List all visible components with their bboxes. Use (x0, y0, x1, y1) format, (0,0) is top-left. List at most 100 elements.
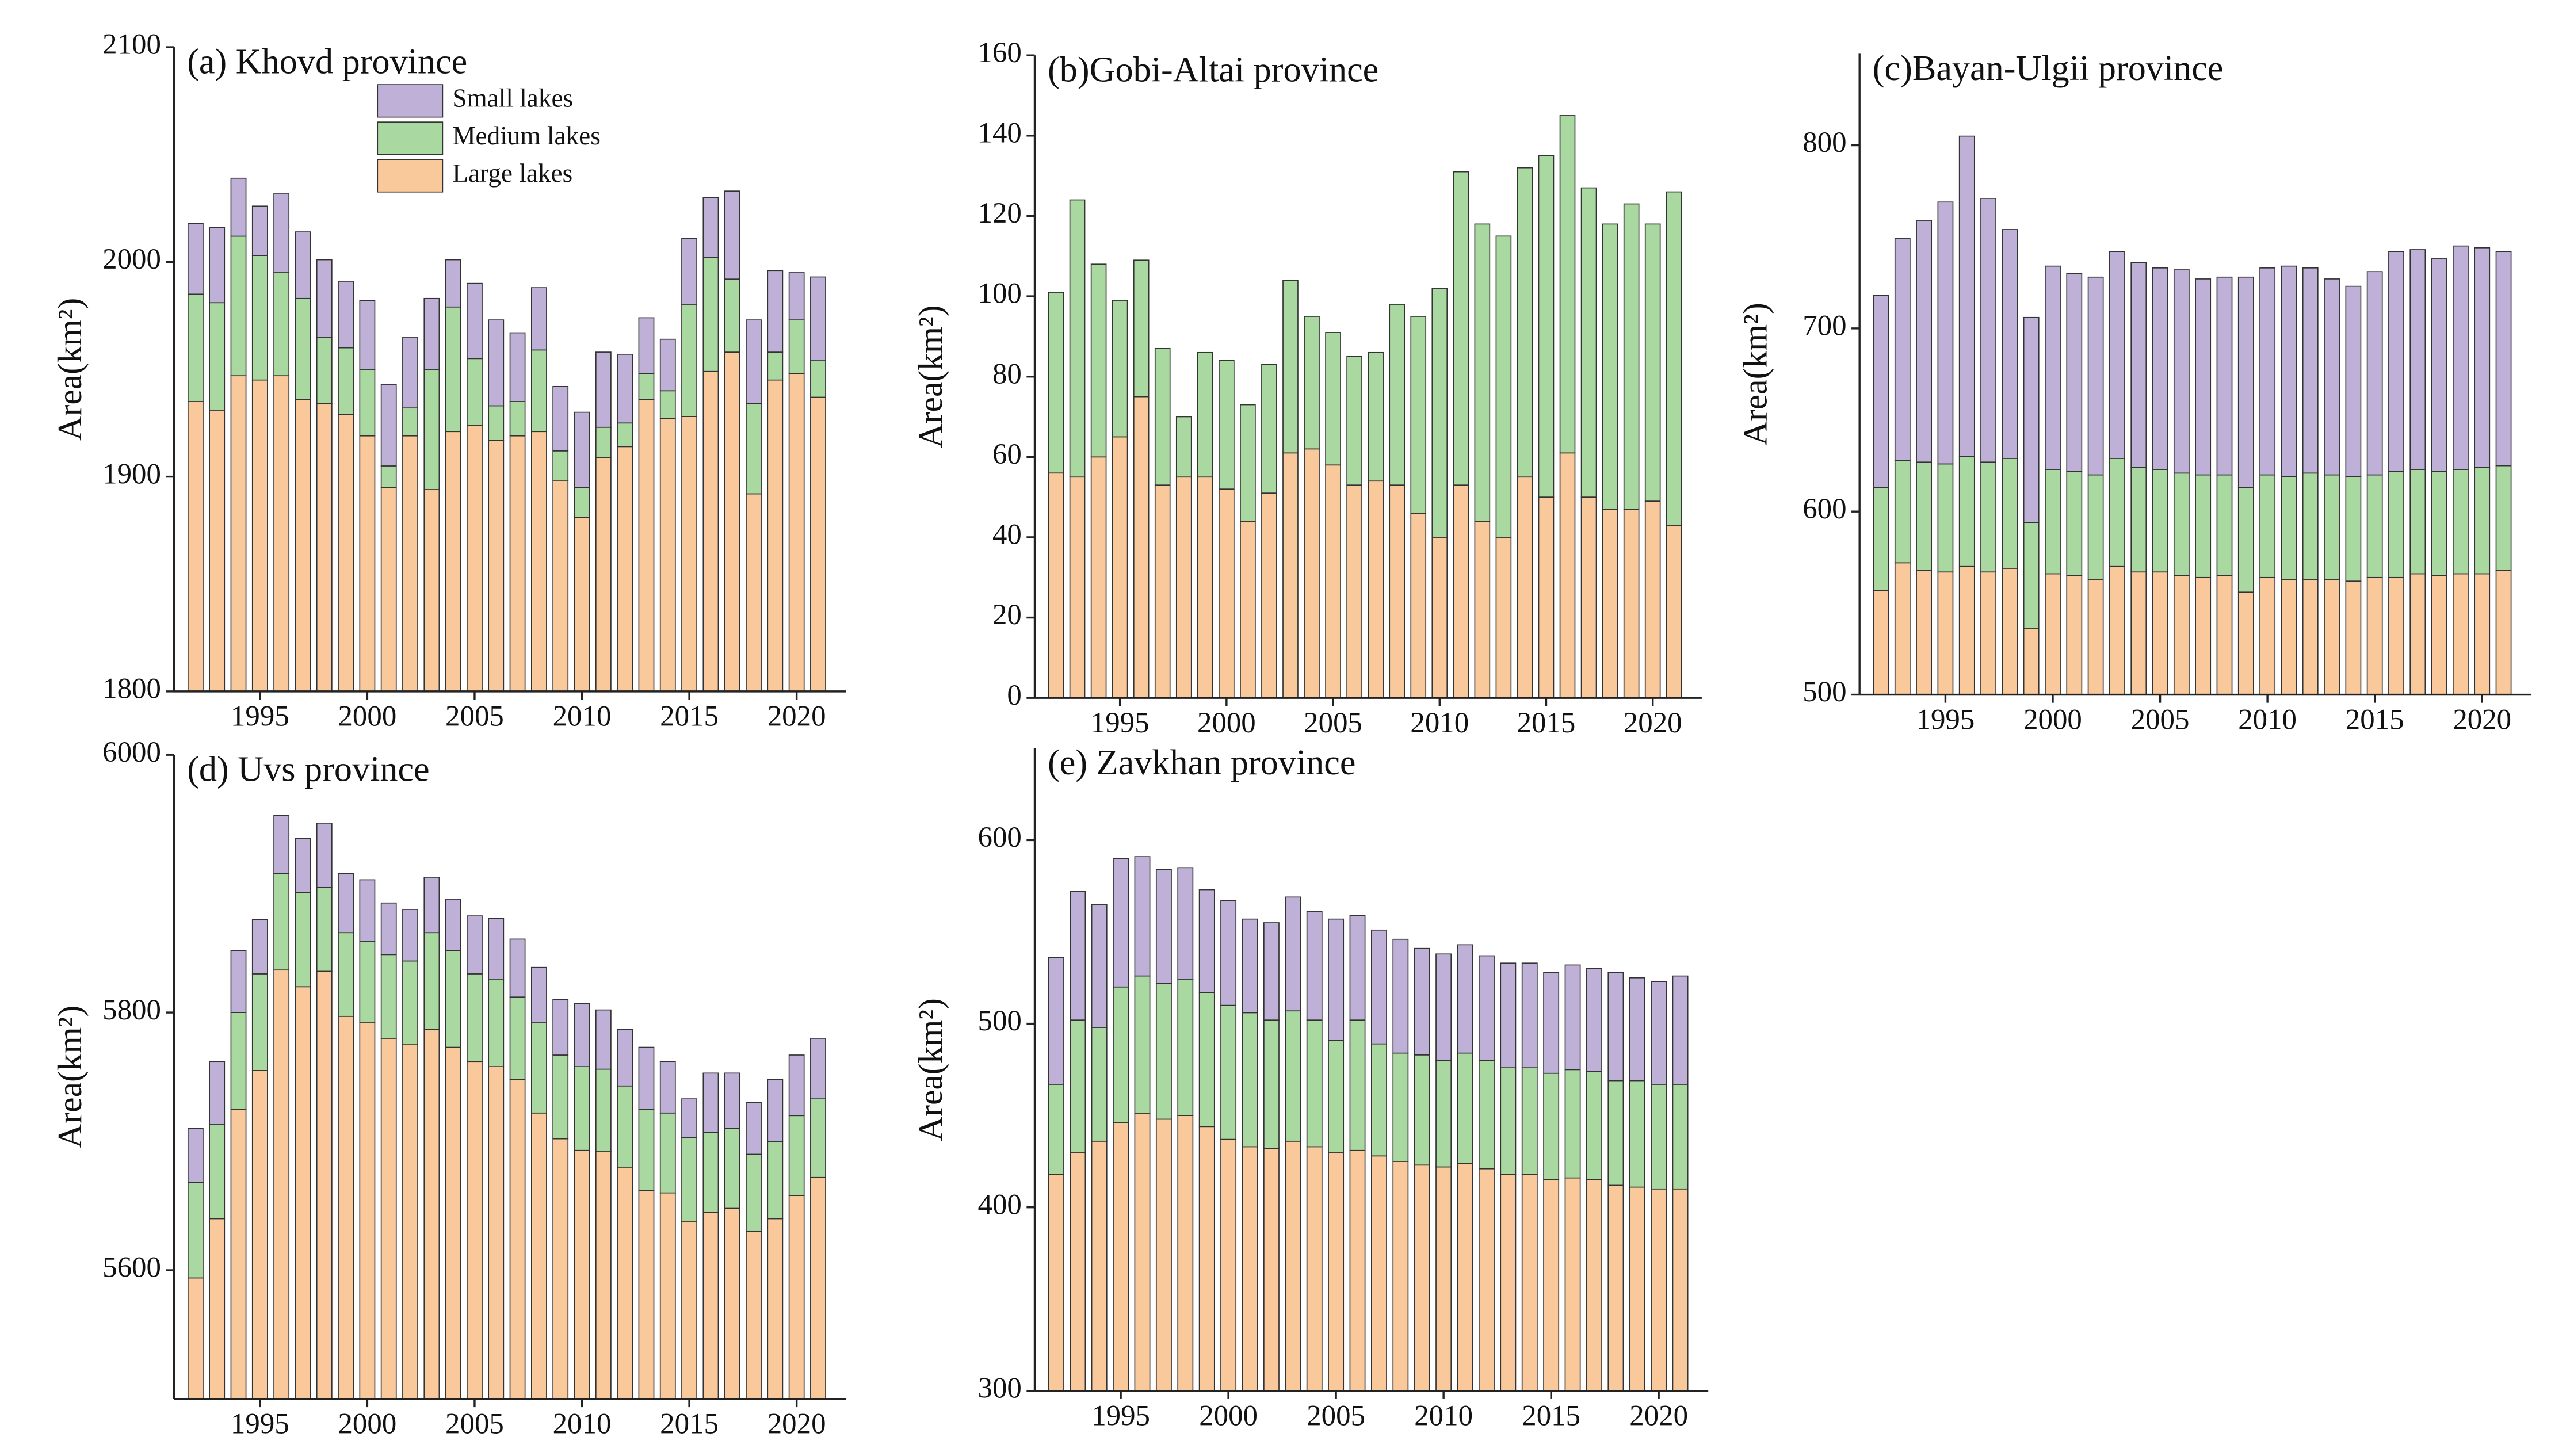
bar-segment (1607, 972, 1624, 1082)
bar-segment (2281, 476, 2297, 580)
bar-segment (1177, 979, 1194, 1116)
bar-segment (1263, 922, 1280, 1021)
bar-segment (2474, 247, 2491, 468)
bar-segment (2324, 474, 2340, 580)
bar-segment (2173, 269, 2190, 474)
bar-segment (273, 193, 290, 273)
bar-segment (1220, 1004, 1237, 1140)
bar-segment (2216, 276, 2233, 476)
bar-segment (230, 375, 247, 692)
bar-segment (1672, 1084, 1689, 1190)
bar-segment (746, 493, 762, 692)
bar-segment (316, 970, 333, 1400)
bar-segment (1414, 1164, 1430, 1392)
bar-segment (1521, 962, 1538, 1068)
bar-segment (2195, 474, 2212, 578)
bar-segment (595, 351, 612, 428)
bar-segment (1500, 962, 1517, 1068)
bar-segment (617, 1166, 633, 1400)
bar-segment (1894, 238, 1911, 461)
y-tick-label: 60 (992, 438, 1022, 471)
bar-segment (638, 317, 655, 374)
bar-segment (488, 440, 505, 692)
bar-segment (338, 1015, 354, 1400)
bar-segment (810, 1098, 826, 1178)
bar-segment (1346, 356, 1362, 486)
bar-segment (2216, 575, 2233, 695)
bar-segment (1629, 1080, 1645, 1188)
y-tick-label: 160 (978, 37, 1022, 69)
bar-segment (445, 1046, 461, 1400)
chart-title: (c)Bayan-Ulgii province (1873, 49, 2224, 88)
bar-segment (338, 932, 354, 1017)
bar-segment (681, 1137, 697, 1222)
bar-segment (230, 950, 247, 1013)
bar-segment (2453, 245, 2469, 470)
bar-segment (1495, 537, 1512, 699)
bar-segment (810, 1176, 826, 1400)
bar-segment (445, 259, 461, 308)
bar-segment (788, 1054, 805, 1117)
bar-segment (1474, 521, 1491, 699)
x-tick-label: 2000 (338, 1408, 396, 1440)
bar-segment (2109, 458, 2125, 567)
bar-segment (1155, 869, 1172, 984)
x-tick-label: 2005 (2131, 704, 2190, 736)
bar-segment (1644, 500, 1661, 699)
y-tick-label: 140 (978, 117, 1022, 150)
bar-segment (1937, 571, 1954, 695)
bar-segment (1517, 167, 1533, 478)
bar-segment (702, 1212, 719, 1400)
bar-segment (423, 877, 440, 934)
bar-segment (1285, 896, 1301, 1012)
bar-segment (1538, 496, 1555, 699)
bar-segment (2302, 267, 2319, 474)
bar-segment (1602, 223, 1618, 510)
bar-segment (1240, 521, 1256, 699)
bar-segment (1495, 235, 1512, 538)
bar-segment (2453, 469, 2469, 575)
bar-segment (595, 1151, 612, 1400)
bar-segment (2045, 265, 2061, 470)
bar-segment (1414, 947, 1430, 1056)
bar-segment (810, 396, 826, 692)
bar-segment (1263, 1148, 1280, 1392)
bar-segment (2002, 568, 2018, 695)
bar-segment (509, 401, 526, 437)
bar-segment (810, 276, 826, 361)
bar-segment (2066, 575, 2083, 695)
bar-segment (316, 403, 333, 692)
y-tick-label: 20 (992, 599, 1022, 631)
bar-segment (273, 969, 290, 1400)
x-tick-label: 1995 (231, 1408, 289, 1440)
x-tick-label: 2015 (660, 701, 719, 733)
bar-segment (251, 379, 268, 692)
bar-segment (1916, 570, 1933, 695)
bar-segment (767, 1218, 784, 1400)
bar-segment (2431, 258, 2447, 472)
bar-segment (617, 422, 633, 448)
bar-segment (1155, 983, 1172, 1120)
bar-segment (1916, 461, 1933, 571)
bar-segment (1112, 436, 1128, 699)
bar-segment (1368, 480, 1384, 699)
bar-segment (359, 435, 376, 692)
bar-segment (1306, 1146, 1323, 1392)
bar-segment (488, 979, 505, 1067)
bar-segment (2152, 571, 2168, 695)
bar-segment (1242, 918, 1258, 1014)
bar-segment (423, 297, 440, 370)
bar-segment (1285, 1140, 1301, 1392)
bar-segment (295, 838, 311, 893)
bar-segment (2453, 573, 2469, 695)
y-axis-label: Area(km²) (51, 1006, 89, 1149)
bar-segment (1586, 1071, 1602, 1180)
x-tick-label: 1995 (1091, 1400, 1150, 1432)
bar-segment (1457, 944, 1473, 1054)
bar-segment (2237, 276, 2254, 488)
bar-segment (1474, 223, 1491, 522)
bar-segment (1091, 1140, 1108, 1392)
x-tick-label: 2020 (1624, 707, 1682, 739)
